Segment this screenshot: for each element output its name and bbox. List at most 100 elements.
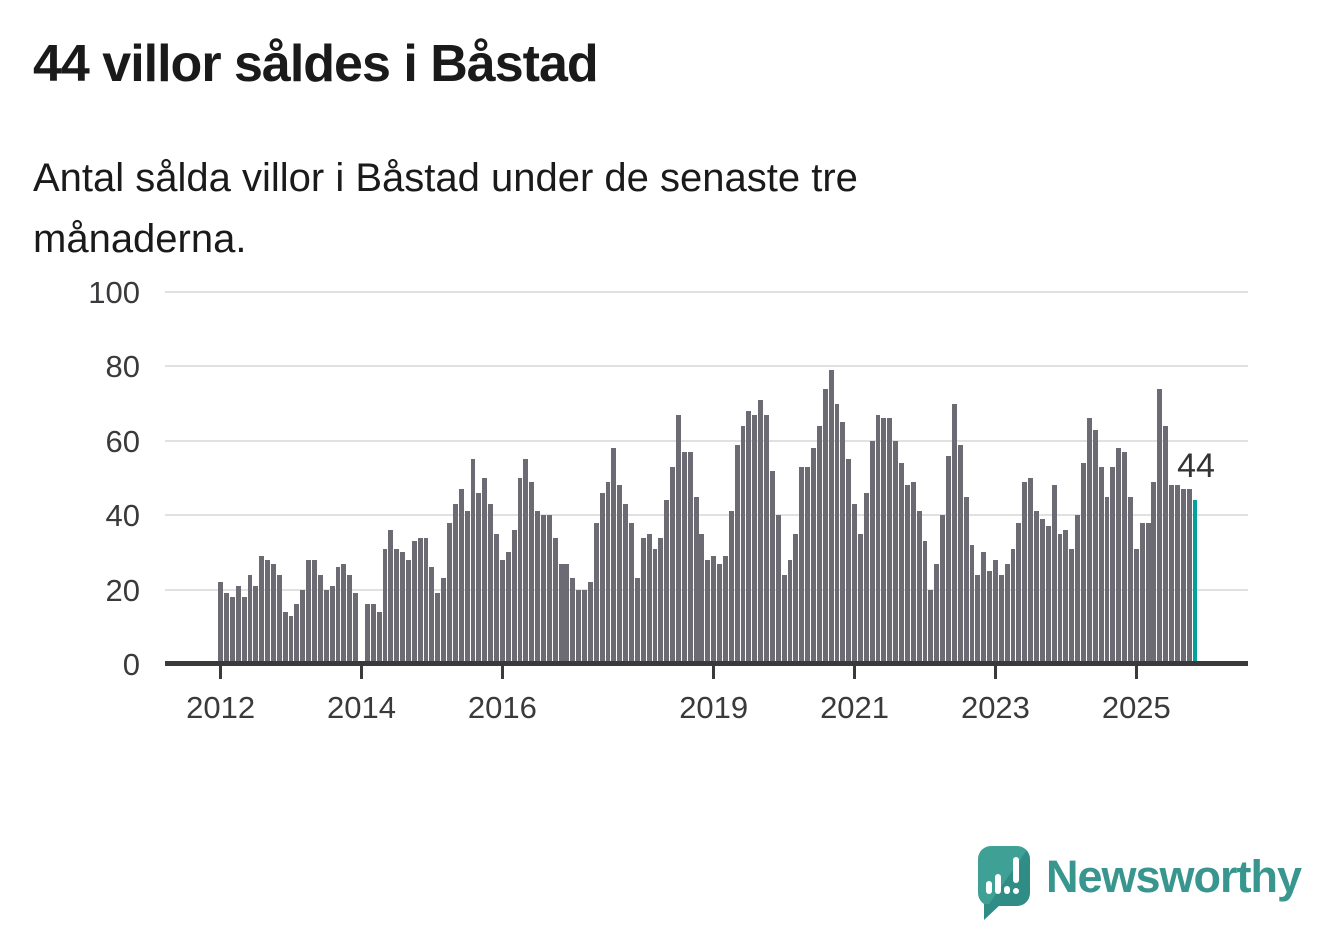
bar xyxy=(963,496,969,664)
bar xyxy=(816,425,822,664)
bar xyxy=(306,559,312,664)
bar xyxy=(482,478,488,664)
newsworthy-wordmark: Newsworthy xyxy=(1046,851,1302,902)
bar xyxy=(229,597,235,664)
axis-tick xyxy=(993,666,997,679)
bar xyxy=(599,492,605,664)
bar xyxy=(1022,481,1028,664)
logo-bar-3 xyxy=(1004,886,1010,894)
bar xyxy=(1004,563,1010,664)
bar xyxy=(863,492,869,664)
bar xyxy=(1151,481,1157,664)
newsworthy-logo-icon xyxy=(978,846,1030,920)
bar xyxy=(1057,533,1063,664)
speech-bubble-shape xyxy=(978,846,1030,906)
axis-tick xyxy=(712,666,716,679)
bar xyxy=(1104,496,1110,664)
bar xyxy=(781,574,787,664)
bar xyxy=(587,582,593,664)
y-axis-label: 20 xyxy=(105,572,140,608)
bar xyxy=(629,522,634,664)
bar xyxy=(1034,511,1039,664)
x-axis-label: 2023 xyxy=(960,690,1030,725)
bar xyxy=(916,511,922,664)
bar xyxy=(975,574,981,664)
x-axis-label: 2025 xyxy=(1101,690,1171,725)
bar xyxy=(940,515,946,664)
bar xyxy=(699,533,705,664)
bar xyxy=(1128,496,1133,664)
bar xyxy=(746,411,752,664)
bar xyxy=(811,448,816,664)
bar xyxy=(376,611,382,664)
bar xyxy=(998,574,1004,664)
logo-exclamation-dot xyxy=(1013,888,1019,894)
bar xyxy=(505,552,511,664)
bar xyxy=(253,585,259,664)
bar xyxy=(458,489,464,664)
bar xyxy=(517,478,523,664)
bar xyxy=(611,448,617,664)
gridline xyxy=(165,439,1248,442)
bar xyxy=(417,537,423,664)
bar xyxy=(329,585,335,664)
bar xyxy=(411,541,417,664)
bar xyxy=(899,463,904,664)
bar xyxy=(605,481,611,664)
bar xyxy=(764,414,769,664)
axis-tick xyxy=(219,666,223,679)
bar xyxy=(382,548,388,664)
bar xyxy=(1139,522,1145,664)
bar xyxy=(881,418,887,664)
x-axis-label: 2021 xyxy=(820,690,890,725)
bar xyxy=(294,604,300,664)
bar xyxy=(670,466,676,664)
speech-bubble-tail xyxy=(984,904,1001,920)
bar xyxy=(529,481,535,664)
bar xyxy=(740,425,746,664)
bar xyxy=(1157,388,1163,664)
bar xyxy=(593,522,599,664)
bar xyxy=(1169,485,1174,664)
bar xyxy=(1028,478,1034,664)
bar xyxy=(1075,515,1081,664)
bar xyxy=(335,567,341,664)
bar xyxy=(1010,548,1016,664)
bar xyxy=(447,522,452,664)
chart-subtitle: Antal sålda villor i Båstad under de sen… xyxy=(33,148,858,270)
bar xyxy=(658,537,664,664)
axis-tick xyxy=(359,666,363,679)
bar xyxy=(758,399,764,664)
bar xyxy=(1086,418,1092,664)
bar xyxy=(640,537,646,664)
gridline xyxy=(165,291,1248,293)
bar xyxy=(805,466,811,664)
bar xyxy=(787,559,793,664)
bar xyxy=(693,496,699,664)
bar xyxy=(476,492,482,664)
bar xyxy=(775,515,781,664)
bar xyxy=(910,481,916,664)
bar xyxy=(405,559,411,664)
bar xyxy=(822,388,828,664)
bar xyxy=(1098,466,1104,664)
logo-bar-2 xyxy=(995,874,1001,894)
bar xyxy=(1186,489,1192,664)
bar xyxy=(934,563,940,664)
bar xyxy=(452,504,458,664)
bar xyxy=(546,515,552,664)
bar xyxy=(541,515,546,664)
bar xyxy=(511,530,517,664)
bar xyxy=(1116,448,1122,664)
logo-exclamation-bar xyxy=(1013,857,1019,883)
bar xyxy=(317,574,323,664)
bar xyxy=(582,589,587,664)
x-axis-label: 2012 xyxy=(186,690,256,725)
bar xyxy=(265,559,270,664)
bar xyxy=(664,500,670,664)
bar xyxy=(946,455,951,664)
bar xyxy=(752,414,758,664)
gridline xyxy=(165,365,1248,368)
bar xyxy=(734,444,740,664)
